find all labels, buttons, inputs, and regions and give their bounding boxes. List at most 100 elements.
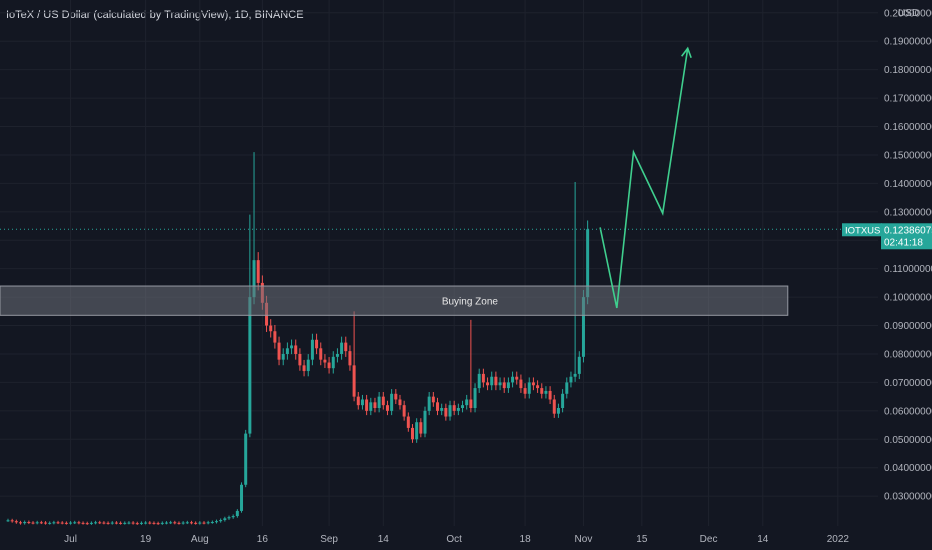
candle-body <box>198 522 202 524</box>
arrow-path <box>599 48 689 309</box>
candle-body <box>494 376 498 386</box>
candle-body <box>561 393 565 409</box>
candle-body <box>223 518 227 521</box>
candle-body <box>415 422 419 440</box>
buying-zone: Buying Zone <box>0 285 789 316</box>
candle-body <box>160 522 164 524</box>
candle-body <box>77 522 81 524</box>
candle-body <box>360 399 364 406</box>
candle-body <box>315 339 319 349</box>
candle-body <box>477 373 481 389</box>
y-tick-label: 0.16000000 <box>884 122 932 133</box>
arrow-head <box>681 46 692 59</box>
y-tick-label: 0.10000000 <box>884 293 932 304</box>
candle-body <box>381 396 385 406</box>
candle-body <box>490 376 494 386</box>
candle-body <box>385 405 389 411</box>
candle-body <box>31 522 35 524</box>
y-tick-label: 0.08000000 <box>884 349 932 360</box>
candle-body <box>277 342 281 360</box>
candle-body <box>127 522 131 524</box>
y-tick-label: 0.17000000 <box>884 94 932 105</box>
candle-body <box>569 376 573 383</box>
candle-body <box>531 382 535 386</box>
symbol-tag-label: IOTXUSD <box>845 225 887 236</box>
candle-body <box>248 297 252 434</box>
candle-body <box>215 521 218 523</box>
candle-body <box>469 399 473 409</box>
candle-body <box>144 522 148 524</box>
candle-body <box>52 522 56 524</box>
y-tick-label: 0.14000000 <box>884 179 932 190</box>
candles <box>6 152 590 525</box>
candle-body <box>552 399 556 414</box>
candle-body <box>394 393 398 400</box>
y-tick-label: 0.06000000 <box>884 406 932 417</box>
candle-body <box>523 388 527 394</box>
candle-body <box>436 402 440 411</box>
y-tick-label: 0.04000000 <box>884 463 932 474</box>
candle-body <box>331 356 335 369</box>
candle-body <box>123 522 127 524</box>
buying-zone-label: Buying Zone <box>442 297 499 308</box>
candle-body <box>306 359 310 372</box>
candle-body <box>431 396 435 403</box>
candle-body <box>444 408 448 417</box>
y-tick-label: 0.09000000 <box>884 321 932 332</box>
candle-body <box>515 376 519 380</box>
candle-body <box>14 521 18 523</box>
candle-body <box>202 522 206 524</box>
countdown-label: 02:41:18 <box>884 237 923 248</box>
currency-label: USD <box>898 8 919 19</box>
candle-body <box>419 422 423 434</box>
candle-body <box>35 522 39 524</box>
candle-body <box>10 520 14 522</box>
candle-body <box>252 260 256 298</box>
x-tick-label: 14 <box>757 534 769 545</box>
candle-body <box>235 510 239 517</box>
candle-body <box>410 427 414 440</box>
candle-body <box>139 522 143 524</box>
candle-body <box>348 351 352 366</box>
candle-body <box>56 522 60 524</box>
candle-body <box>119 522 123 524</box>
x-tick-label: Aug <box>191 534 209 545</box>
candle-body <box>398 399 402 406</box>
candle-body <box>106 522 110 524</box>
candle-body <box>227 517 231 519</box>
price-axis: 0.03000000 0.04000000 0.05000000 0.06000000… <box>884 8 932 503</box>
candle-body <box>231 516 235 518</box>
buying-zone-box <box>0 285 789 316</box>
y-tick-label: 0.03000000 <box>884 492 932 503</box>
candle-body <box>473 388 477 409</box>
candle-body <box>110 522 114 524</box>
candle-body <box>586 229 590 298</box>
x-tick-label: Jul <box>64 534 77 545</box>
candle-body <box>527 382 531 394</box>
candle-body <box>290 345 294 349</box>
candle-body <box>536 385 540 389</box>
candle-body <box>285 348 289 354</box>
candle-body <box>548 390 552 400</box>
candle-body <box>502 382 506 389</box>
candle-body <box>94 522 98 524</box>
candle-body <box>69 522 73 524</box>
candle-body <box>519 379 523 389</box>
candle-body <box>440 408 444 411</box>
candle-body <box>335 353 339 357</box>
candle-body <box>310 339 314 360</box>
candle-body <box>256 260 260 283</box>
candle-body <box>206 522 210 524</box>
y-tick-label: 0.18000000 <box>884 65 932 76</box>
candle-body <box>465 399 469 406</box>
candle-body <box>44 522 48 524</box>
candle-body <box>281 353 285 360</box>
candle-body <box>373 402 377 409</box>
x-tick-label: Dec <box>700 534 718 545</box>
candle-body <box>273 331 277 343</box>
candle-body <box>64 522 68 524</box>
y-tick-label: 0.15000000 <box>884 150 932 161</box>
candle-body <box>461 405 465 409</box>
